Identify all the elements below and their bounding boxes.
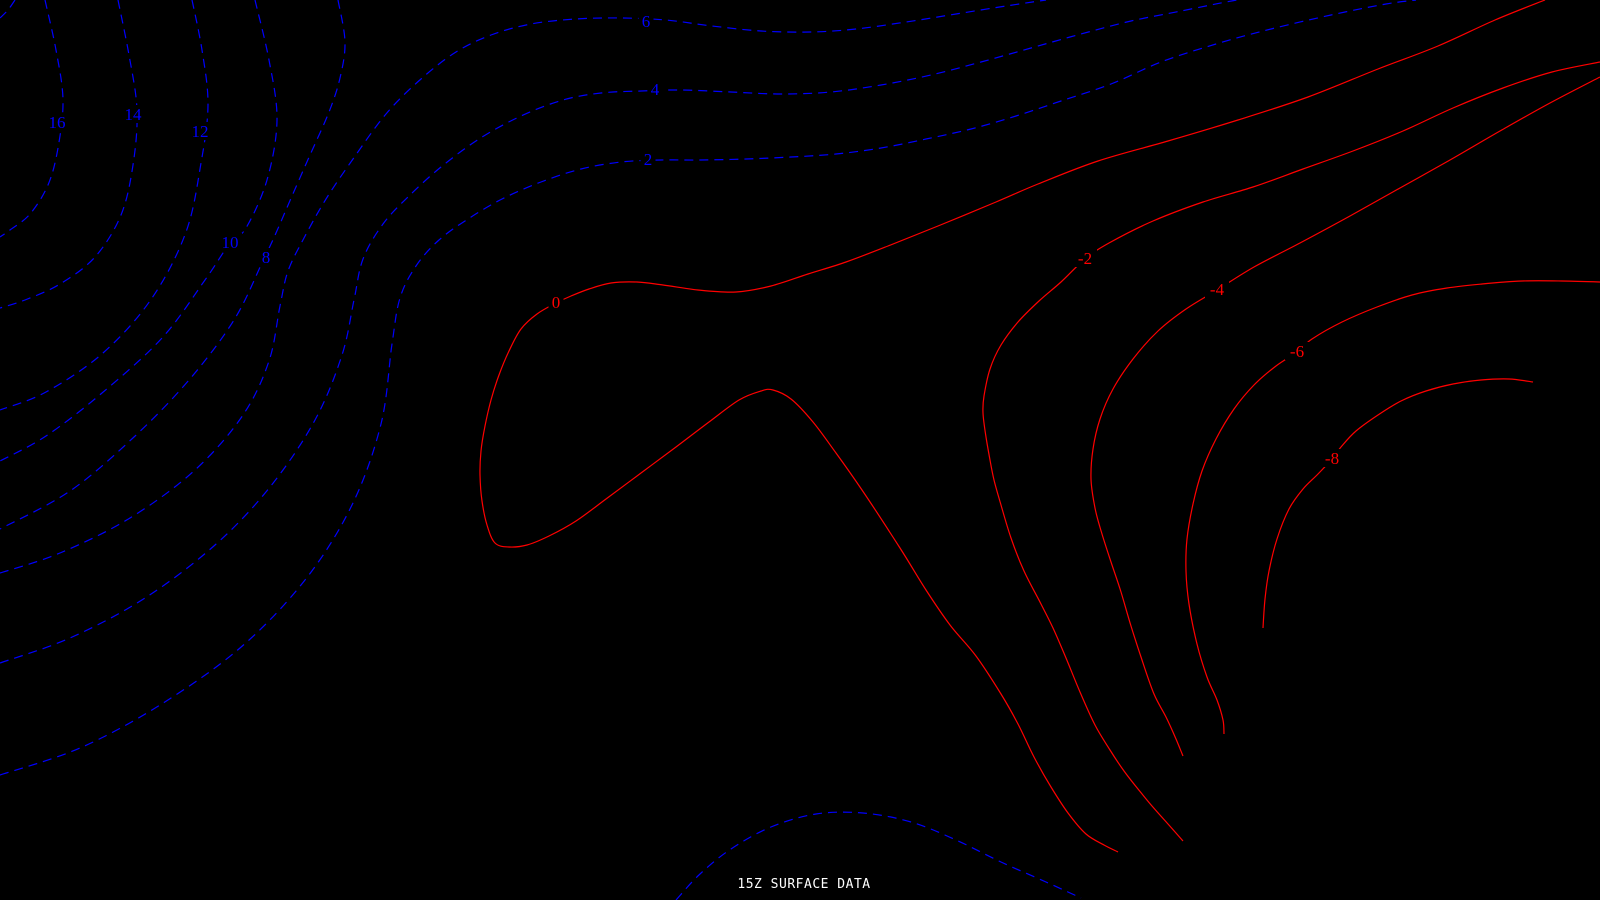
contour-label-4: 4 (647, 80, 663, 99)
contour-label--6: -6 (1285, 342, 1309, 361)
isoline-2 (675, 811, 1082, 900)
contour-label-text: -2 (1078, 249, 1092, 268)
contour-label-text: -6 (1290, 342, 1304, 361)
contour-label-6: 6 (638, 12, 654, 31)
isoline-16 (0, 0, 64, 238)
contour-label-text: 0 (552, 293, 561, 312)
contour-label-text: 2 (644, 150, 653, 169)
contour-label-8: 8 (258, 248, 274, 267)
contour-label-mask (45, 113, 69, 131)
contour-label-mask (218, 233, 242, 251)
contour-label--2: -2 (1073, 249, 1097, 268)
contour-label-10: 10 (218, 233, 242, 252)
isoline-8 (0, 0, 346, 530)
contour-label-text: 4 (651, 80, 660, 99)
contour-label-mask (1205, 280, 1229, 298)
isoline--4 (1090, 76, 1600, 757)
contour-label-text: 12 (192, 122, 209, 141)
contour-label-text: 8 (262, 248, 271, 267)
contour-label-text: 16 (49, 113, 66, 132)
contour-label-mask (647, 80, 663, 98)
contour-label-text: -8 (1325, 449, 1339, 468)
contour-label-mask (1320, 449, 1344, 467)
isoline--2 (982, 61, 1600, 842)
contour-label-text: 10 (222, 233, 239, 252)
isoline-2 (0, 0, 1417, 776)
isoline-4 (0, 0, 1238, 664)
contour-label-16: 16 (45, 113, 69, 132)
contour-label-mask (258, 248, 274, 266)
contour-label-layer: 16 14 12 10 8 6 4 2 0 -2 -4 -6 -8 (45, 12, 1344, 468)
contour-label-text: 14 (125, 105, 143, 124)
isoline-6 (0, 0, 1047, 574)
contour-label-mask (640, 150, 656, 168)
plot-title: 15Z SURFACE DATA (737, 877, 870, 892)
contour-label-text: -4 (1210, 280, 1225, 299)
isoline-0 (479, 0, 1546, 853)
contour-label-12: 12 (188, 122, 212, 141)
contour-label-mask (1285, 342, 1309, 360)
isoline--6 (1185, 280, 1600, 735)
contour-label-2: 2 (640, 150, 656, 169)
isoline-14 (0, 0, 138, 309)
contour-label--4: -4 (1205, 280, 1229, 299)
contour-label-mask (638, 12, 654, 30)
contour-label--8: -8 (1320, 449, 1344, 468)
isoline-18 (0, 0, 16, 19)
contour-label-mask (121, 105, 145, 123)
contour-label-14: 14 (121, 105, 145, 124)
contour-label-mask (188, 122, 212, 140)
contour-label-text: 6 (642, 12, 651, 31)
contour-label-mask (548, 293, 564, 311)
contour-label-mask (1073, 249, 1097, 267)
contour-label-0: 0 (548, 293, 564, 312)
isoline--8 (1262, 378, 1534, 629)
